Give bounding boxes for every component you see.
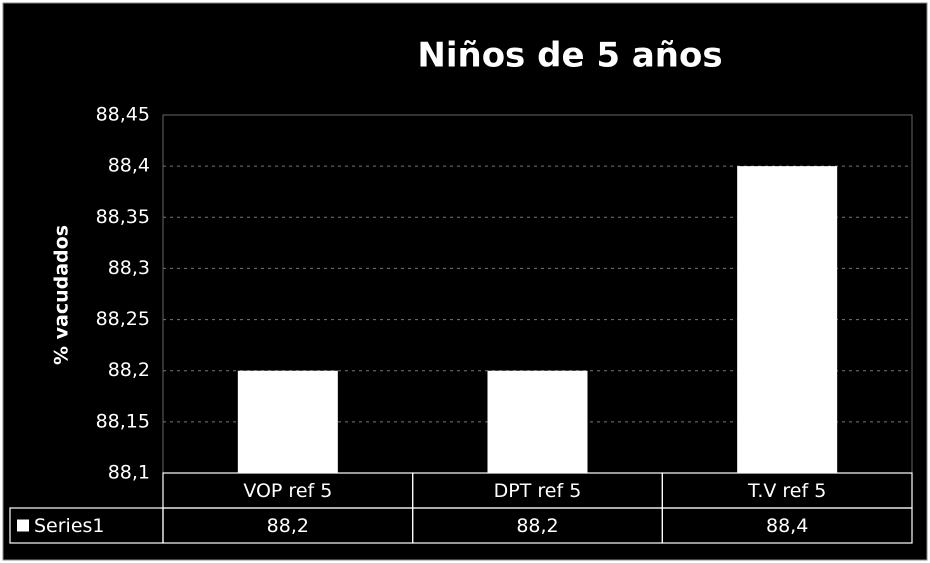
bar: [487, 370, 588, 473]
y-axis-label: % vacudados: [51, 225, 73, 365]
legend-swatch: [17, 519, 29, 532]
y-tick-label: 88,25: [96, 308, 150, 330]
y-tick-label: 88,3: [108, 257, 150, 279]
bar: [237, 370, 338, 473]
x-tick-label: DPT ref 5: [494, 480, 582, 502]
table-cell: [661, 507, 913, 544]
bar: [737, 166, 838, 473]
y-tick-label: 88,1: [108, 462, 150, 484]
table-value: 88,2: [516, 515, 558, 537]
table-value: 88,4: [766, 515, 808, 537]
chart-title: Niños de 5 años: [417, 36, 722, 76]
y-tick-label: 88,15: [96, 410, 150, 432]
y-tick-label: 88,35: [96, 206, 150, 228]
y-tick-label: 88,2: [108, 359, 150, 381]
x-tick-label: T.V ref 5: [747, 480, 826, 502]
y-tick-label: 88,4: [108, 155, 150, 177]
x-tick-label: VOP ref 5: [243, 480, 332, 502]
y-tick-label: 88,45: [96, 104, 150, 126]
table-value: 88,2: [267, 515, 309, 537]
legend-label: Series1: [34, 515, 105, 537]
